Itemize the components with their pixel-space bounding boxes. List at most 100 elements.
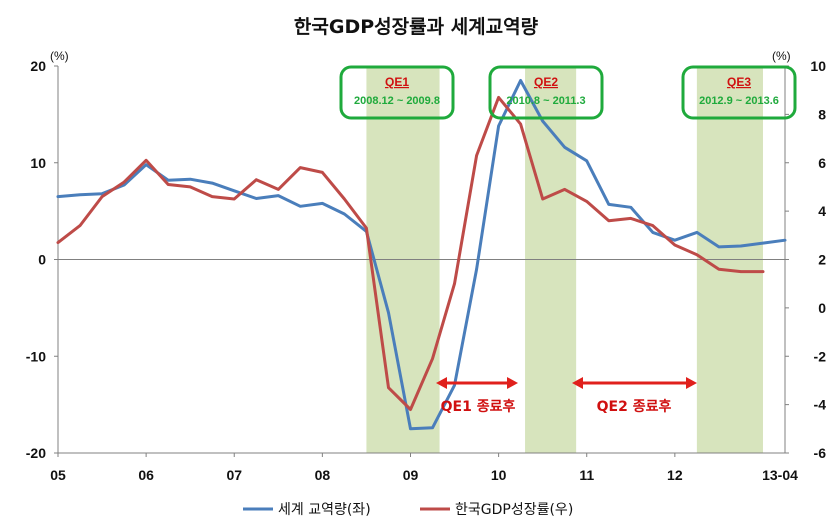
series-1-point-10 [277, 194, 280, 197]
series-1-point-26 [629, 206, 632, 209]
series-1-point-11 [299, 205, 302, 208]
series-2-point-14 [365, 226, 368, 230]
arrow-label-1: QE1 종료후 [441, 399, 516, 415]
series-1-point-23 [563, 146, 566, 149]
series-1-point-25 [607, 203, 610, 206]
qe-box-2 [488, 65, 604, 120]
x-tick-label-6: 11 [579, 467, 594, 483]
right-tick-label-2: 6 [818, 155, 826, 171]
series-2-point-26 [629, 217, 632, 220]
qe-box-name-1: QE1 [385, 75, 409, 89]
series-2-point-24 [585, 200, 588, 203]
qe-box-period-2: 2010.8 ~ 2011.3 [506, 95, 585, 107]
series-1-point-2 [100, 192, 104, 195]
right-tick-label-7: -4 [814, 397, 827, 413]
series-1-point-24 [585, 159, 588, 163]
series-2-point-5 [166, 183, 170, 186]
series-2-point-12 [321, 171, 324, 174]
qe-box-1 [339, 65, 455, 120]
right-tick-label-6: -2 [814, 348, 827, 364]
series-1-point-5 [166, 178, 170, 182]
series-2-point-0 [56, 241, 60, 244]
series-1-point-7 [211, 181, 214, 185]
series-1-point-28 [673, 238, 677, 242]
chart-title: 한국GDP성장률과 세계교역량 [294, 16, 539, 38]
series-1-point-4 [144, 163, 148, 166]
series-2-point-27 [651, 224, 655, 227]
x-tick-label-3: 08 [315, 467, 331, 483]
series-1-point-1 [78, 193, 82, 196]
right-axis-unit: (%) [772, 49, 791, 63]
arrow-head-left-1 [436, 377, 447, 389]
series-1-point-29 [695, 231, 699, 234]
qe-box-period-1: 2008.12 ~ 2009.8 [354, 95, 440, 107]
series-1-point-3 [122, 183, 126, 187]
right-tick-label-5: 0 [818, 300, 826, 316]
x-tick-label-4: 09 [403, 467, 419, 483]
series-2-point-20 [497, 96, 500, 99]
legend-label-2: 한국GDP성장률(우) [455, 502, 573, 518]
series-2-point-13 [343, 197, 346, 201]
qe-boxes: QE1 2008.12 ~ 2009.8 QE2 2010.8 ~ 2011.3 QE3… [339, 65, 797, 120]
series-1-point-15 [387, 311, 390, 314]
qe-box-3 [681, 65, 797, 120]
x-tick-label-8: 13-04 [762, 467, 798, 483]
qe-box-period-3: 2012.9 ~ 2013.6 [699, 95, 779, 107]
left-tick-label-3: -10 [26, 348, 46, 364]
right-tick-label-4: 2 [818, 252, 826, 268]
series-2-point-29 [695, 253, 699, 256]
qe-box-name-2: QE2 [534, 75, 558, 89]
series-1-point-21 [519, 79, 522, 82]
left-tick-label-1: 10 [30, 155, 46, 171]
series-1-point-33 [783, 238, 787, 242]
series-1-point-12 [321, 202, 324, 205]
right-tick-label-8: -6 [814, 445, 827, 461]
series-2-point-1 [78, 224, 82, 227]
series-1-point-6 [188, 177, 192, 181]
left-tick-label-0: 20 [30, 58, 46, 74]
series-2-point-3 [122, 180, 126, 184]
series-1-point-18 [453, 384, 456, 387]
series-2-point-2 [100, 195, 104, 198]
series-1-point-0 [56, 195, 60, 198]
right-tick-label-3: 4 [818, 203, 826, 219]
series-2-point-16 [409, 408, 412, 411]
series-1-point-9 [255, 197, 258, 200]
series-2-point-23 [563, 188, 566, 191]
series-1-point-27 [651, 231, 655, 234]
series-1-point-17 [431, 426, 434, 430]
qe-box-name-3: QE3 [727, 75, 751, 89]
series-2-point-9 [255, 178, 258, 181]
series-2-point-17 [431, 357, 434, 360]
x-tick-label-7: 12 [667, 467, 683, 483]
series-2-point-10 [277, 188, 280, 191]
x-tick-label-2: 07 [226, 467, 242, 483]
series-2-point-8 [233, 197, 236, 201]
series-2-point-18 [453, 282, 456, 285]
series-2-point-4 [144, 159, 148, 162]
series-2-point-19 [475, 154, 478, 157]
legend: 세계 교역량(좌) 한국GDP성장률(우) [243, 502, 573, 518]
arrow-head-right-2 [686, 377, 697, 389]
series-2-point-30 [717, 267, 721, 271]
left-tick-label-2: 0 [38, 252, 46, 268]
arrow-head-left-2 [572, 377, 583, 389]
series-2-point-21 [519, 122, 522, 126]
right-tick-label-0: 10 [810, 58, 826, 74]
x-tick-label-5: 10 [491, 467, 507, 483]
series-lines [56, 79, 787, 431]
legend-label-1: 세계 교역량(좌) [278, 502, 371, 518]
right-tick-label-1: 8 [818, 106, 826, 122]
left-axis-unit: (%) [50, 49, 69, 63]
arrow-head-right-1 [507, 377, 518, 389]
series-2-point-31 [739, 270, 743, 273]
x-tick-label-0: 05 [50, 467, 66, 483]
series-2-point-11 [299, 166, 302, 169]
series-1-point-30 [717, 245, 721, 249]
series-2-point-7 [211, 195, 214, 198]
series-1-point-20 [497, 124, 500, 128]
series-1-point-13 [343, 212, 346, 216]
series-2-point-32 [761, 270, 765, 273]
x-tick-label-1: 06 [138, 467, 154, 483]
